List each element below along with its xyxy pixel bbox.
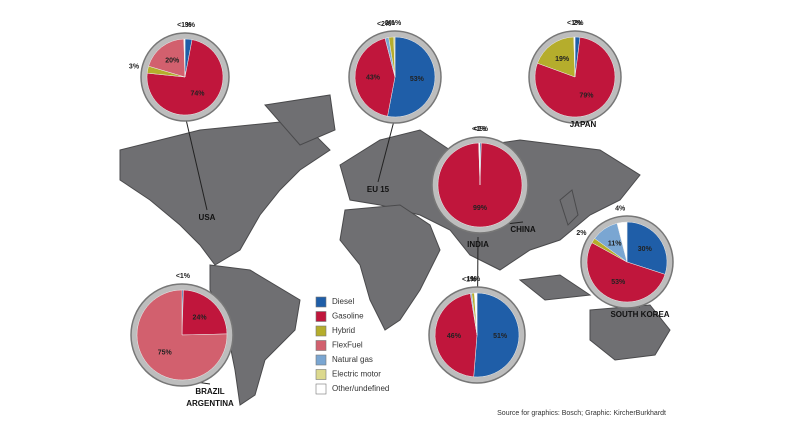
value-label: <2% — [377, 21, 392, 28]
pie-slice — [626, 221, 668, 275]
pie-slice — [478, 142, 481, 186]
value-label: 2% — [576, 230, 587, 237]
pie-slice — [181, 289, 228, 336]
value-label: 43% — [366, 75, 381, 82]
value-label: 99% — [473, 205, 488, 212]
region-label: BRAZIL — [195, 387, 224, 396]
value-label: <1% — [472, 126, 487, 133]
pie-slice — [136, 289, 228, 381]
pie-slice — [437, 142, 523, 228]
region-label: USA — [199, 213, 216, 222]
legend: Diesel Gasoline Hybrid FlexFuel Natural gas E… — [315, 296, 389, 395]
legend-swatch — [315, 311, 327, 322]
value-label: 19% — [555, 56, 570, 63]
legend-label: Hybrid — [332, 326, 355, 335]
value-label: 2% — [385, 20, 396, 27]
value-label: <1% — [387, 20, 402, 27]
value-label: 1% — [467, 276, 478, 283]
connector — [184, 114, 208, 211]
value-label: 1% — [470, 276, 481, 283]
source-note: Source for graphics: Bosch; Graphic: Kir… — [497, 410, 666, 417]
legend-label: Gasoline — [332, 312, 364, 321]
legend-label: FlexFuel — [332, 341, 363, 350]
pie-slice — [473, 292, 520, 378]
value-label: 3% — [129, 64, 140, 71]
region-label: INDIA — [467, 240, 489, 249]
pie-slice — [573, 36, 576, 78]
region-label: CHINA — [510, 225, 536, 234]
legend-label: Other/undefined — [332, 384, 389, 393]
pie-slice — [434, 293, 478, 378]
value-label: <1% — [474, 126, 489, 133]
region-label: SOUTH KOREA — [610, 310, 669, 319]
legend-swatch — [315, 369, 327, 380]
region-label: ARGENTINA — [186, 399, 234, 408]
pie-slice — [537, 36, 576, 78]
connector — [377, 116, 396, 183]
legend-swatch — [315, 296, 327, 308]
value-label: 46% — [447, 333, 462, 340]
legend-label: Diesel — [332, 297, 354, 306]
pie-slice — [393, 36, 396, 78]
pie-slice — [387, 36, 436, 118]
value-label: 79% — [579, 93, 594, 100]
legend-swatch — [315, 383, 327, 395]
pie-slice — [474, 292, 478, 336]
legend-label: Electric motor — [332, 370, 381, 379]
value-label: 11% — [608, 241, 622, 248]
legend-swatch — [315, 325, 327, 337]
value-label: 20% — [165, 57, 180, 64]
pie-slice — [183, 38, 186, 78]
value-label: 75% — [158, 350, 173, 357]
pie-slice — [148, 38, 186, 78]
legend-swatch — [315, 340, 327, 351]
value-label: 4% — [615, 205, 626, 212]
value-label: <1% — [567, 20, 582, 27]
pie-slice — [354, 37, 396, 117]
pie-slice — [146, 39, 224, 116]
value-label: 53% — [410, 76, 425, 83]
pie-slice — [586, 242, 666, 303]
value-label: 30% — [638, 246, 653, 253]
value-label: 24% — [193, 314, 208, 321]
pie-slice — [616, 221, 628, 263]
value-label: <1% — [177, 22, 192, 29]
region-label: EU 15 — [367, 185, 390, 194]
legend-swatch — [315, 354, 327, 366]
value-label: 53% — [611, 279, 626, 286]
value-label: 74% — [190, 91, 205, 98]
value-label: 3% — [185, 22, 196, 29]
value-label: <1% — [176, 273, 191, 280]
value-label: 51% — [493, 333, 508, 340]
value-label: <1% — [462, 276, 477, 283]
legend-label: Natural gas — [332, 355, 373, 364]
value-label: 2% — [573, 20, 584, 27]
region-label: JAPAN — [570, 120, 597, 129]
